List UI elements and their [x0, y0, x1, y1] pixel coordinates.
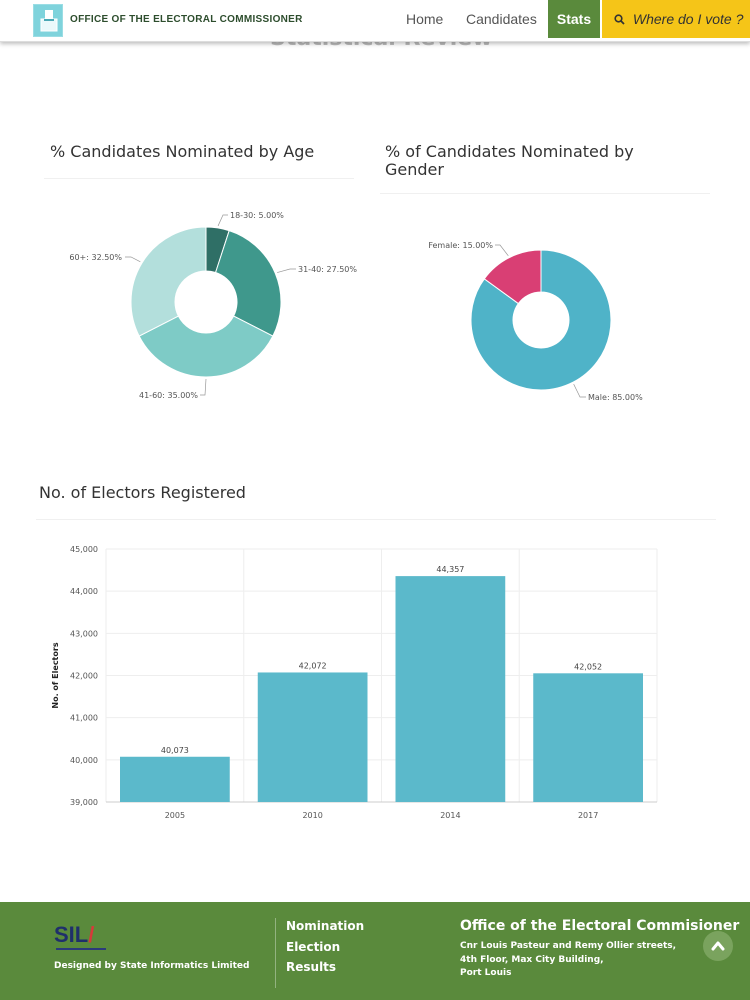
footer-link-results[interactable]: Results — [286, 960, 337, 974]
pie-slice — [130, 226, 207, 337]
age-donut-chart: 18-30: 5.00% 31-40: 27.50% 41-60: 35.00% 60… — [69, 211, 357, 400]
search-icon — [614, 11, 629, 27]
where-do-i-vote-label: Where do I vote ? — [632, 11, 744, 27]
x-tick-label: 2005 — [165, 811, 185, 820]
brand-name[interactable]: OFFICE OF THE ELECTORAL COMMISSIONER — [70, 14, 303, 25]
navbar: OFFICE OF THE ELECTORAL COMMISSIONER Hom… — [0, 0, 750, 42]
slice-label: 60+: 32.50% — [69, 253, 122, 262]
ballot-box-icon[interactable] — [33, 4, 63, 37]
slice-leader-line — [200, 378, 207, 396]
y-tick-label: 39,000 — [70, 798, 98, 807]
pie-slice — [483, 249, 542, 305]
y-tick-label: 43,000 — [70, 629, 98, 638]
pie-slice — [138, 315, 274, 378]
slice-label: Male: 85.00% — [588, 393, 643, 402]
footer-link-nomination[interactable]: Nomination — [286, 919, 365, 933]
address-line: 4th Floor, Max City Building, — [460, 955, 604, 965]
pie-slice — [470, 249, 612, 391]
x-tick-label: 2014 — [440, 811, 460, 820]
y-tick-label: 44,000 — [70, 587, 98, 596]
y-tick-label: 45,000 — [70, 545, 98, 554]
y-tick-label: 41,000 — [70, 714, 98, 723]
divider — [44, 178, 354, 179]
electors-chart-title: No. of Electors Registered — [39, 483, 246, 502]
office-title: Office of the Electoral Commisioner — [460, 918, 740, 934]
y-tick-label: 42,000 — [70, 672, 98, 681]
gender-chart-title: % of Candidates Nominated by Gender — [385, 142, 634, 179]
slice-label: 31-40: 27.50% — [298, 265, 357, 274]
gender-donut-chart: Male: 85.00% Female: 15.00% — [428, 241, 643, 402]
chevron-up-icon — [711, 941, 725, 951]
slice-leader-line — [217, 214, 228, 227]
bar — [120, 756, 230, 802]
footer-link-election[interactable]: Election — [286, 940, 341, 954]
where-do-i-vote-button[interactable]: Where do I vote ? — [602, 0, 750, 38]
bar — [257, 672, 368, 802]
bar — [533, 673, 643, 802]
sil-logo[interactable]: SIL/ — [54, 922, 95, 947]
designed-by-text: Designed by State Informatics Limited — [54, 961, 250, 971]
bar-value-label: 42,052 — [574, 662, 602, 671]
x-tick-label: 2010 — [302, 811, 322, 820]
nav-stats[interactable]: Stats — [548, 0, 600, 38]
logo-underline — [56, 948, 106, 950]
bar-value-label: 42,072 — [299, 661, 327, 670]
pie-slice — [214, 230, 282, 337]
divider — [380, 193, 710, 194]
slice-leader-line — [573, 383, 586, 398]
bar-value-label: 40,073 — [161, 746, 189, 755]
back-to-top-button[interactable] — [703, 931, 733, 961]
x-tick-label: 2017 — [578, 811, 598, 820]
slice-leader-line — [277, 268, 296, 273]
bar-value-label: 44,357 — [436, 565, 464, 574]
slice-label: 18-30: 5.00% — [230, 211, 284, 220]
bar — [395, 576, 506, 802]
slice-leader-line — [495, 244, 509, 257]
slice-leader-line — [125, 256, 141, 263]
nav-candidates[interactable]: Candidates — [466, 11, 537, 27]
y-axis-label: No. of Electors — [51, 642, 60, 708]
address-line: Cnr Louis Pasteur and Remy Ollier street… — [460, 941, 677, 951]
footer: SIL/ Designed by State Informatics Limit… — [0, 902, 750, 1000]
slice-label: Female: 15.00% — [428, 241, 493, 250]
address-line: Port Louis — [460, 968, 512, 978]
slice-label: 41-60: 35.00% — [139, 391, 198, 400]
divider — [36, 519, 716, 520]
age-chart-title: % Candidates Nominated by Age — [50, 142, 315, 161]
electors-bar-chart: 39,000 40,000 41,000 42,000 43,000 44,000 45,0… — [51, 545, 658, 820]
nav-home[interactable]: Home — [406, 11, 444, 27]
footer-separator — [275, 918, 276, 988]
y-tick-label: 40,000 — [70, 756, 98, 765]
